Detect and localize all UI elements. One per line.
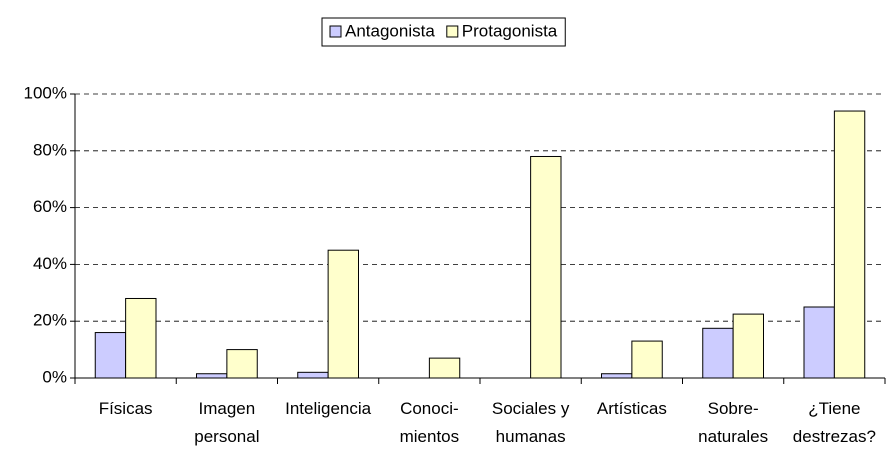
bar	[833, 110, 866, 379]
x-tick-label-line: humanas	[496, 427, 566, 446]
bar	[428, 357, 461, 379]
bar	[631, 340, 663, 379]
y-tick-label: 20%	[33, 311, 67, 330]
x-tick-label-line: Imagen	[199, 399, 256, 418]
legend-box	[321, 17, 566, 47]
x-tick-label-line: naturales	[698, 427, 768, 446]
bar	[226, 349, 258, 379]
bar	[702, 327, 734, 379]
legend-swatch	[446, 25, 459, 38]
y-tick-label: 40%	[33, 254, 67, 273]
bar	[297, 371, 329, 379]
legend-label: Protagonista	[462, 21, 558, 40]
x-tick-label: Imagen personal	[194, 399, 259, 446]
bar	[803, 306, 835, 379]
x-tick-label: Inteligencia	[285, 399, 372, 418]
y-tick-label: 0%	[42, 367, 67, 386]
x-tick-label-line: Artísticas	[597, 399, 667, 418]
x-tick-label-line: ¿Tiene	[808, 399, 860, 418]
x-tick-label-line: personal	[194, 427, 259, 446]
legend-swatch	[329, 25, 342, 38]
bar	[196, 373, 228, 379]
bar	[94, 332, 127, 379]
x-tick-label: Artísticas	[597, 399, 667, 418]
x-tick-label-line: Conoci-	[400, 399, 459, 418]
x-tick-label: Sobre-naturales	[698, 399, 768, 446]
bar	[732, 313, 764, 379]
bar	[125, 297, 157, 379]
x-tick-label-line: Físicas	[99, 399, 153, 418]
x-tick-label-line: destrezas?	[793, 427, 876, 446]
x-tick-label: Sociales y humanas	[492, 399, 570, 446]
x-tick-label-line: Sociales y	[492, 399, 570, 418]
bar	[327, 249, 359, 379]
x-tick-label-line: mientos	[400, 427, 460, 446]
legend-label: Antagonista	[345, 21, 435, 40]
x-tick-label-line: Inteligencia	[285, 399, 372, 418]
x-tick-label: Conoci-mientos	[400, 399, 460, 446]
y-tick-label: 100%	[24, 83, 67, 102]
y-tick-label: 80%	[33, 140, 67, 159]
x-tick-label: Físicas	[99, 399, 153, 418]
x-tick-label: ¿Tiene destrezas?	[793, 399, 876, 446]
x-tick-label-line: Sobre-	[708, 399, 759, 418]
y-tick-label: 60%	[33, 197, 67, 216]
bar	[601, 373, 633, 379]
bar	[530, 155, 562, 379]
